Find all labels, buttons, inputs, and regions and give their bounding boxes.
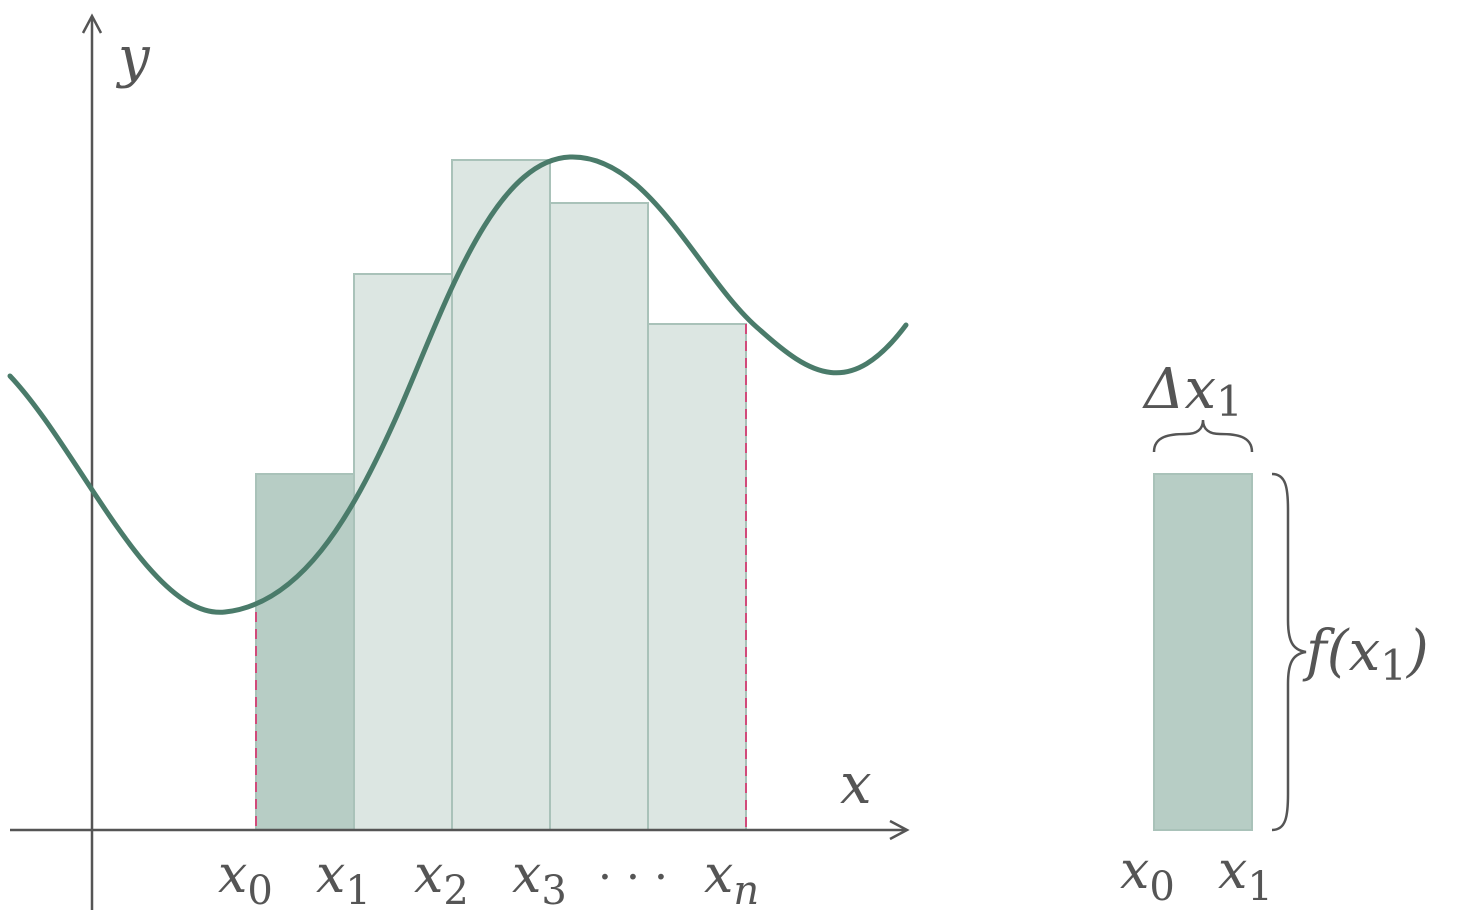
partition-label-xn: xn	[704, 845, 759, 914]
partition-ellipsis: · · ·	[598, 852, 668, 903]
height-brace	[1271, 472, 1307, 832]
function-curve	[7, 154, 909, 615]
width-brace	[1152, 419, 1254, 453]
x-axis-arrow	[889, 819, 910, 841]
height-label: f(x1)	[1302, 619, 1429, 690]
detail-rectangle-group: Δx1 f(x1) x0 x1	[1120, 357, 1429, 910]
rectangle-2	[353, 273, 453, 831]
detail-left-label: x0	[1120, 841, 1175, 910]
rectangle-4	[549, 202, 649, 831]
rectangle-3	[451, 159, 551, 831]
detail-rectangle	[1153, 473, 1253, 831]
rectangle-1	[255, 473, 355, 831]
rectangle-5	[647, 323, 747, 831]
partition-label-x3: x3	[512, 845, 567, 914]
detail-right-label: x1	[1218, 841, 1273, 910]
partition-label-x0: x0	[218, 845, 273, 914]
width-label: Δx1	[1142, 357, 1243, 426]
y-axis-label: y	[115, 25, 151, 90]
partition-label-x2: x2	[414, 845, 469, 914]
riemann-rectangles	[255, 159, 747, 831]
axes	[10, 13, 910, 910]
y-axis-arrow	[81, 13, 103, 34]
x-axis-label: x	[840, 752, 872, 817]
partition-labels: x0 x1 x2 x3 · · · xn	[218, 845, 759, 914]
partition-label-x1: x1	[316, 845, 371, 914]
